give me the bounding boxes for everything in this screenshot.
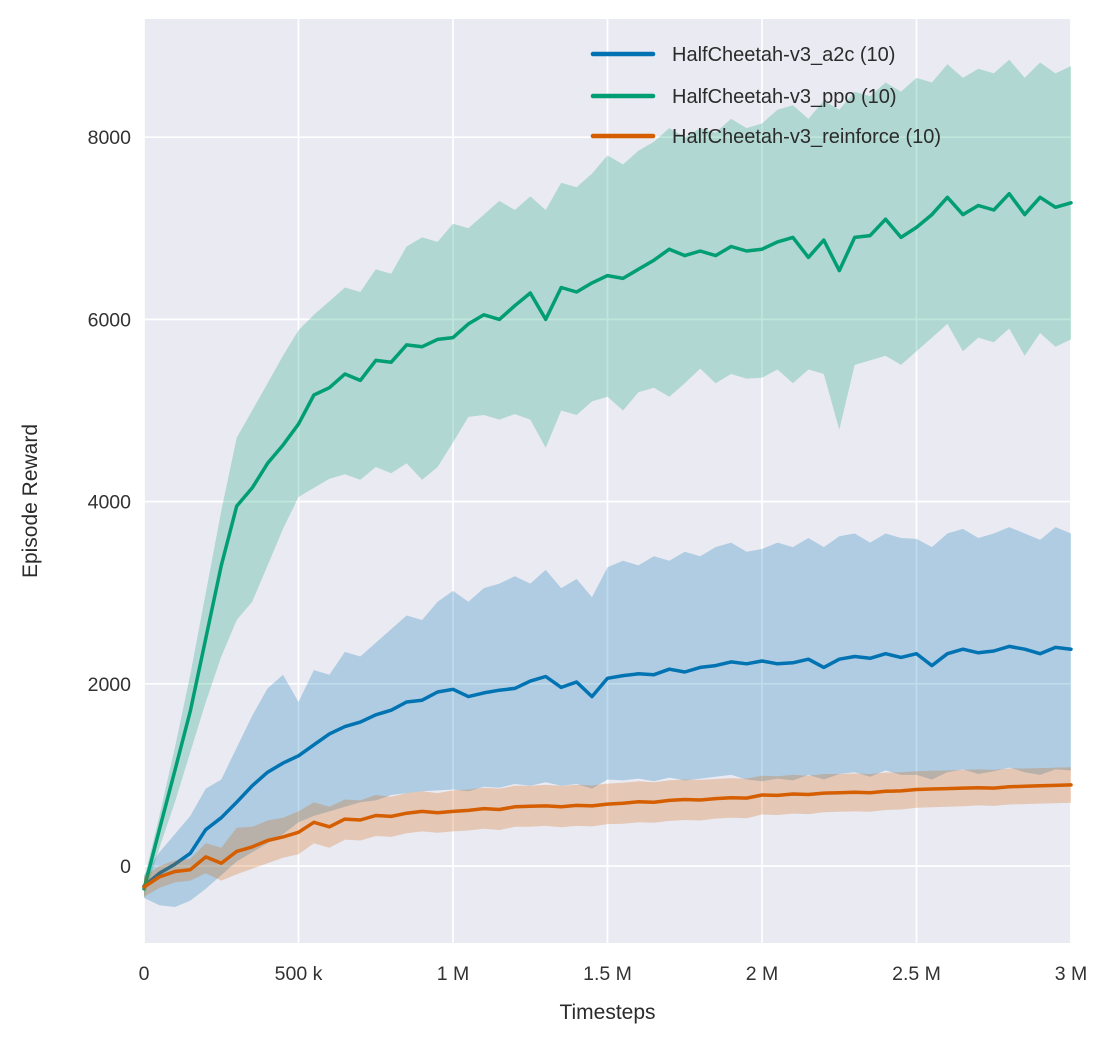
legend-label-ppo: HalfCheetah-v3_ppo (10) — [672, 86, 897, 108]
y-axis-label: Episode Reward — [19, 424, 42, 578]
x-tick-label-2M: 2 M — [746, 963, 779, 985]
legend-item-ppo: HalfCheetah-v3_ppo (10) — [590, 86, 897, 108]
y-tick-label-4000: 4000 — [88, 492, 132, 514]
series-line-reinforce — [142, 783, 1073, 889]
x-tick-labels: 0 500 k 1 M 1.5 M 2 M 2.5 M 3 M — [139, 963, 1088, 985]
y-tick-label-2000: 2000 — [88, 674, 132, 696]
series-band-a2c — [144, 527, 1071, 907]
x-tick-label-1.5M: 1.5 M — [583, 963, 632, 985]
y-tick-labels: 0 2000 4000 6000 8000 — [88, 127, 132, 878]
legend-item-reinforce: HalfCheetah-v3_reinforce (10) — [590, 126, 941, 148]
legend-label-a2c: HalfCheetah-v3_a2c (10) — [672, 44, 895, 66]
x-tick-label-500k: 500 k — [275, 963, 323, 985]
x-axis-label: Timesteps — [559, 1001, 655, 1024]
series-line-ppo — [142, 191, 1073, 891]
x-tick-label-3M: 3 M — [1055, 963, 1088, 985]
series-layer — [142, 59, 1073, 907]
y-tick-label-6000: 6000 — [88, 309, 132, 331]
legend-label-reinforce: HalfCheetah-v3_reinforce (10) — [672, 126, 941, 148]
y-tick-label-8000: 8000 — [88, 127, 132, 149]
series-line-a2c — [142, 644, 1073, 888]
y-tick-label-0: 0 — [120, 856, 131, 878]
legend-item-a2c: HalfCheetah-v3_a2c (10) — [590, 44, 895, 66]
x-tick-label-0: 0 — [139, 963, 150, 985]
x-tick-label-1M: 1 M — [437, 963, 470, 985]
x-tick-label-2.5M: 2.5 M — [892, 963, 941, 985]
legend: HalfCheetah-v3_a2c (10) HalfCheetah-v3_pp… — [590, 44, 941, 148]
series-band-reinforce — [144, 767, 1071, 897]
